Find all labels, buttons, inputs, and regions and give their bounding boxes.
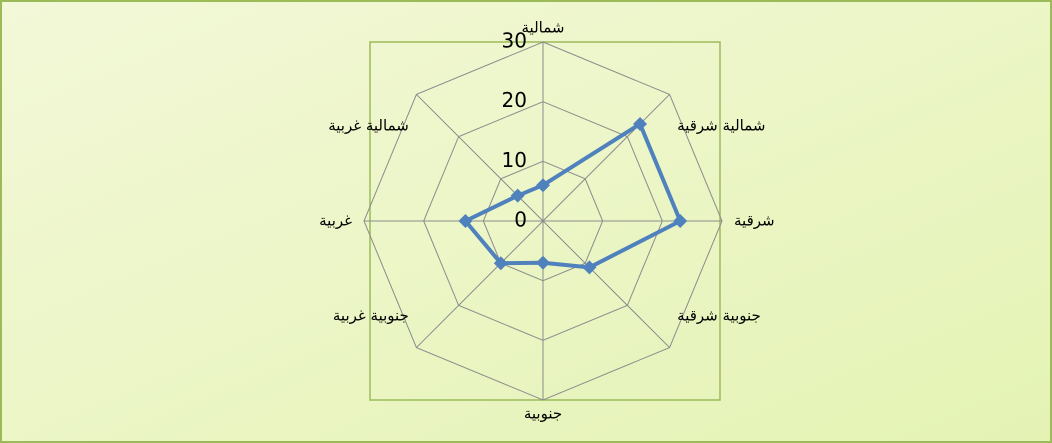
category-label: شرقية [734, 212, 775, 230]
data-point [510, 188, 525, 203]
category-label: غربية [319, 212, 352, 230]
r-tick-label: 10 [502, 148, 527, 172]
data-point [458, 214, 473, 228]
spoke [542, 94, 670, 222]
data-point [493, 256, 508, 271]
data-point [673, 214, 688, 228]
category-label: جنوبية شرقية [677, 306, 761, 324]
r-tick-label: 0 [514, 208, 527, 232]
r-tick-label: 30 [502, 29, 527, 53]
spoke [416, 94, 544, 222]
category-label: جنوبية غربية [333, 306, 409, 324]
data-point [582, 260, 597, 275]
category-label: جنوبية [524, 405, 562, 423]
category-label: شمالية غربية [328, 117, 409, 135]
spoke [542, 220, 670, 348]
category-label: شمالية شرقية [677, 117, 765, 135]
data-point [536, 178, 550, 193]
r-tick-label: 20 [502, 88, 527, 112]
data-point [536, 255, 550, 270]
spoke [416, 220, 544, 348]
category-label: شمالية [522, 19, 565, 37]
data-point [633, 116, 648, 131]
